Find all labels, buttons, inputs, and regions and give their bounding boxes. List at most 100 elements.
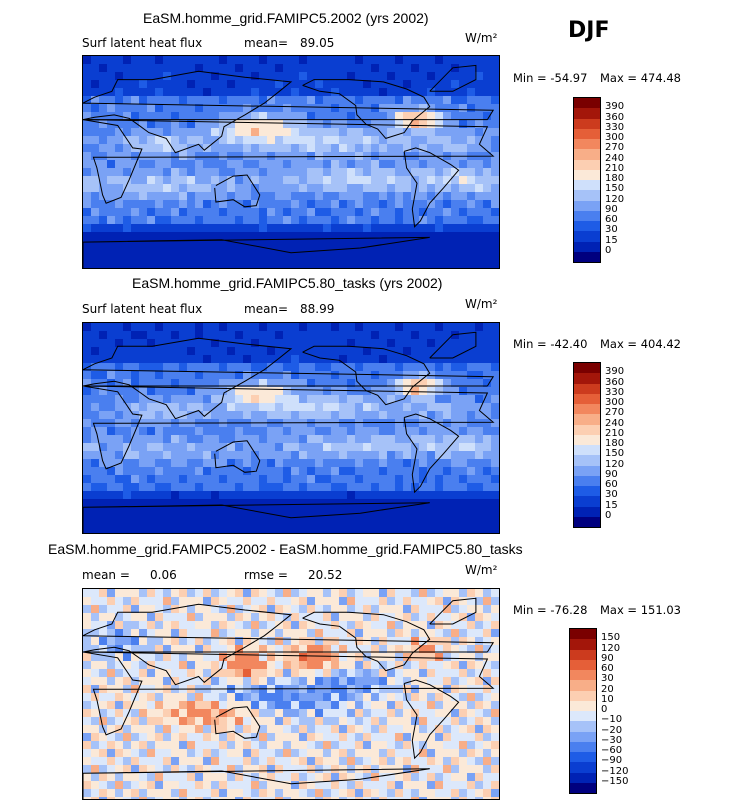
map-cell	[275, 531, 284, 533]
map-cell	[131, 264, 140, 268]
map-cell	[107, 112, 116, 121]
map-cell	[403, 451, 412, 460]
map-cell	[419, 56, 428, 65]
map-cell	[155, 323, 164, 332]
map-cell	[235, 256, 244, 265]
map-cell	[467, 475, 476, 484]
map-cell	[179, 789, 188, 798]
map-cell	[251, 331, 260, 340]
map-cell	[99, 693, 108, 702]
map-cell	[115, 256, 124, 265]
map-cell	[299, 387, 308, 396]
map-cell	[403, 669, 412, 678]
map-cell	[467, 248, 476, 257]
map-cell	[83, 605, 92, 614]
colorbar-swatch	[574, 231, 600, 242]
map-cell	[251, 160, 260, 169]
map-cell	[291, 733, 300, 742]
map-cell	[395, 483, 404, 492]
map-cell	[123, 749, 132, 758]
map-cell	[139, 168, 148, 177]
map-cell	[275, 411, 284, 420]
map-cell	[291, 363, 300, 372]
map-cell	[203, 725, 212, 734]
map-cell	[251, 112, 260, 121]
map-cell	[251, 152, 260, 161]
map-cell	[267, 515, 276, 524]
map-cell	[139, 669, 148, 678]
map-cell	[419, 184, 428, 193]
map-cell	[139, 427, 148, 436]
map-cell	[459, 256, 468, 265]
map-cell	[403, 531, 412, 533]
map-cell	[419, 96, 428, 105]
map-cell	[91, 661, 100, 670]
map-cell	[443, 240, 452, 249]
map-cell	[115, 184, 124, 193]
map-cell	[419, 323, 428, 332]
map-cell	[219, 136, 228, 145]
map-cell	[91, 507, 100, 516]
map-cell	[115, 589, 124, 598]
map-cell	[179, 677, 188, 686]
map-cell	[427, 653, 436, 662]
map-cell	[171, 749, 180, 758]
map-cell	[387, 467, 396, 476]
map-cell	[179, 411, 188, 420]
map-cell	[403, 403, 412, 412]
map-cell	[283, 629, 292, 638]
map-cell	[491, 395, 499, 404]
map-cell	[131, 240, 140, 249]
map-cell	[451, 443, 460, 452]
map-cell	[315, 531, 324, 533]
map-cell	[387, 523, 396, 532]
map-cell	[147, 451, 156, 460]
map-cell	[131, 216, 140, 225]
map-cell	[267, 104, 276, 113]
map-cell	[227, 395, 236, 404]
map-cell	[403, 789, 412, 798]
colorbar-swatch	[570, 782, 596, 793]
map-cell	[403, 483, 412, 492]
map-cell	[91, 709, 100, 718]
map-cell	[451, 661, 460, 670]
colorbar-swatch	[574, 190, 600, 201]
map-cell	[203, 717, 212, 726]
map-cell	[203, 184, 212, 193]
map-cell	[379, 597, 388, 606]
map-cell	[451, 379, 460, 388]
map-cell	[131, 531, 140, 533]
colorbar-tick-label: 30	[605, 224, 618, 236]
map-cell	[163, 483, 172, 492]
map-cell	[259, 403, 268, 412]
map-cell	[187, 621, 196, 630]
map-cell	[459, 56, 468, 65]
map-cell	[299, 765, 308, 774]
map-cell	[171, 96, 180, 105]
map-cell	[283, 459, 292, 468]
map-cell	[339, 371, 348, 380]
map-cell	[251, 208, 260, 217]
map-cell	[211, 208, 220, 217]
map-cell	[155, 264, 164, 268]
map-cell	[275, 56, 284, 65]
map-cell	[99, 499, 108, 508]
map-cell	[419, 677, 428, 686]
map-cell	[195, 669, 204, 678]
map-cell	[99, 96, 108, 105]
map-cell	[179, 435, 188, 444]
map-cell	[299, 523, 308, 532]
map-cell	[435, 347, 444, 356]
map-cell	[235, 451, 244, 460]
map-cell	[347, 128, 356, 137]
map-cell	[283, 523, 292, 532]
map-cell	[283, 56, 292, 65]
map-cell	[363, 427, 372, 436]
map-cell	[411, 653, 420, 662]
map-cell	[395, 797, 404, 799]
map-cell	[491, 72, 499, 81]
map-cell	[147, 653, 156, 662]
map-cell	[443, 597, 452, 606]
map-cell	[443, 192, 452, 201]
map-cell	[467, 685, 476, 694]
